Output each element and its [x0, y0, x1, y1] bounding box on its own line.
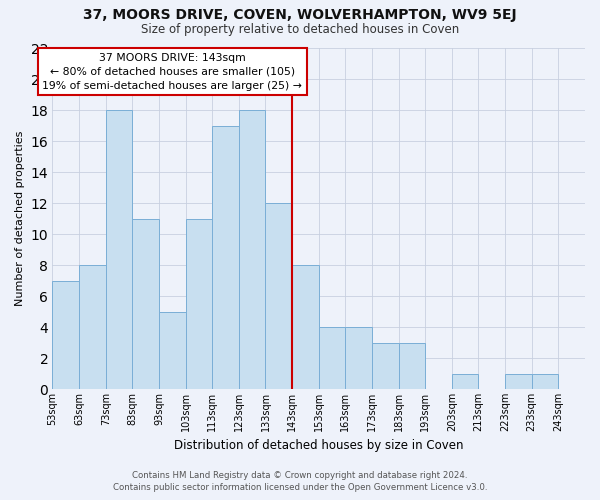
Bar [239, 110, 265, 389]
Bar [505, 374, 532, 389]
Bar [265, 203, 292, 389]
Bar [346, 327, 372, 389]
Bar [79, 265, 106, 389]
Bar [398, 342, 425, 389]
Bar [452, 374, 478, 389]
Text: Contains HM Land Registry data © Crown copyright and database right 2024.
Contai: Contains HM Land Registry data © Crown c… [113, 471, 487, 492]
Text: Size of property relative to detached houses in Coven: Size of property relative to detached ho… [141, 22, 459, 36]
Y-axis label: Number of detached properties: Number of detached properties [15, 131, 25, 306]
Bar [532, 374, 559, 389]
Bar [159, 312, 185, 389]
Bar [52, 280, 79, 389]
Bar [319, 327, 346, 389]
Bar [106, 110, 133, 389]
Bar [372, 342, 398, 389]
Bar [292, 265, 319, 389]
Bar [212, 126, 239, 389]
Text: 37 MOORS DRIVE: 143sqm
← 80% of detached houses are smaller (105)
19% of semi-de: 37 MOORS DRIVE: 143sqm ← 80% of detached… [43, 52, 302, 90]
X-axis label: Distribution of detached houses by size in Coven: Distribution of detached houses by size … [174, 440, 463, 452]
Bar [133, 218, 159, 389]
Bar [185, 218, 212, 389]
Text: 37, MOORS DRIVE, COVEN, WOLVERHAMPTON, WV9 5EJ: 37, MOORS DRIVE, COVEN, WOLVERHAMPTON, W… [83, 8, 517, 22]
